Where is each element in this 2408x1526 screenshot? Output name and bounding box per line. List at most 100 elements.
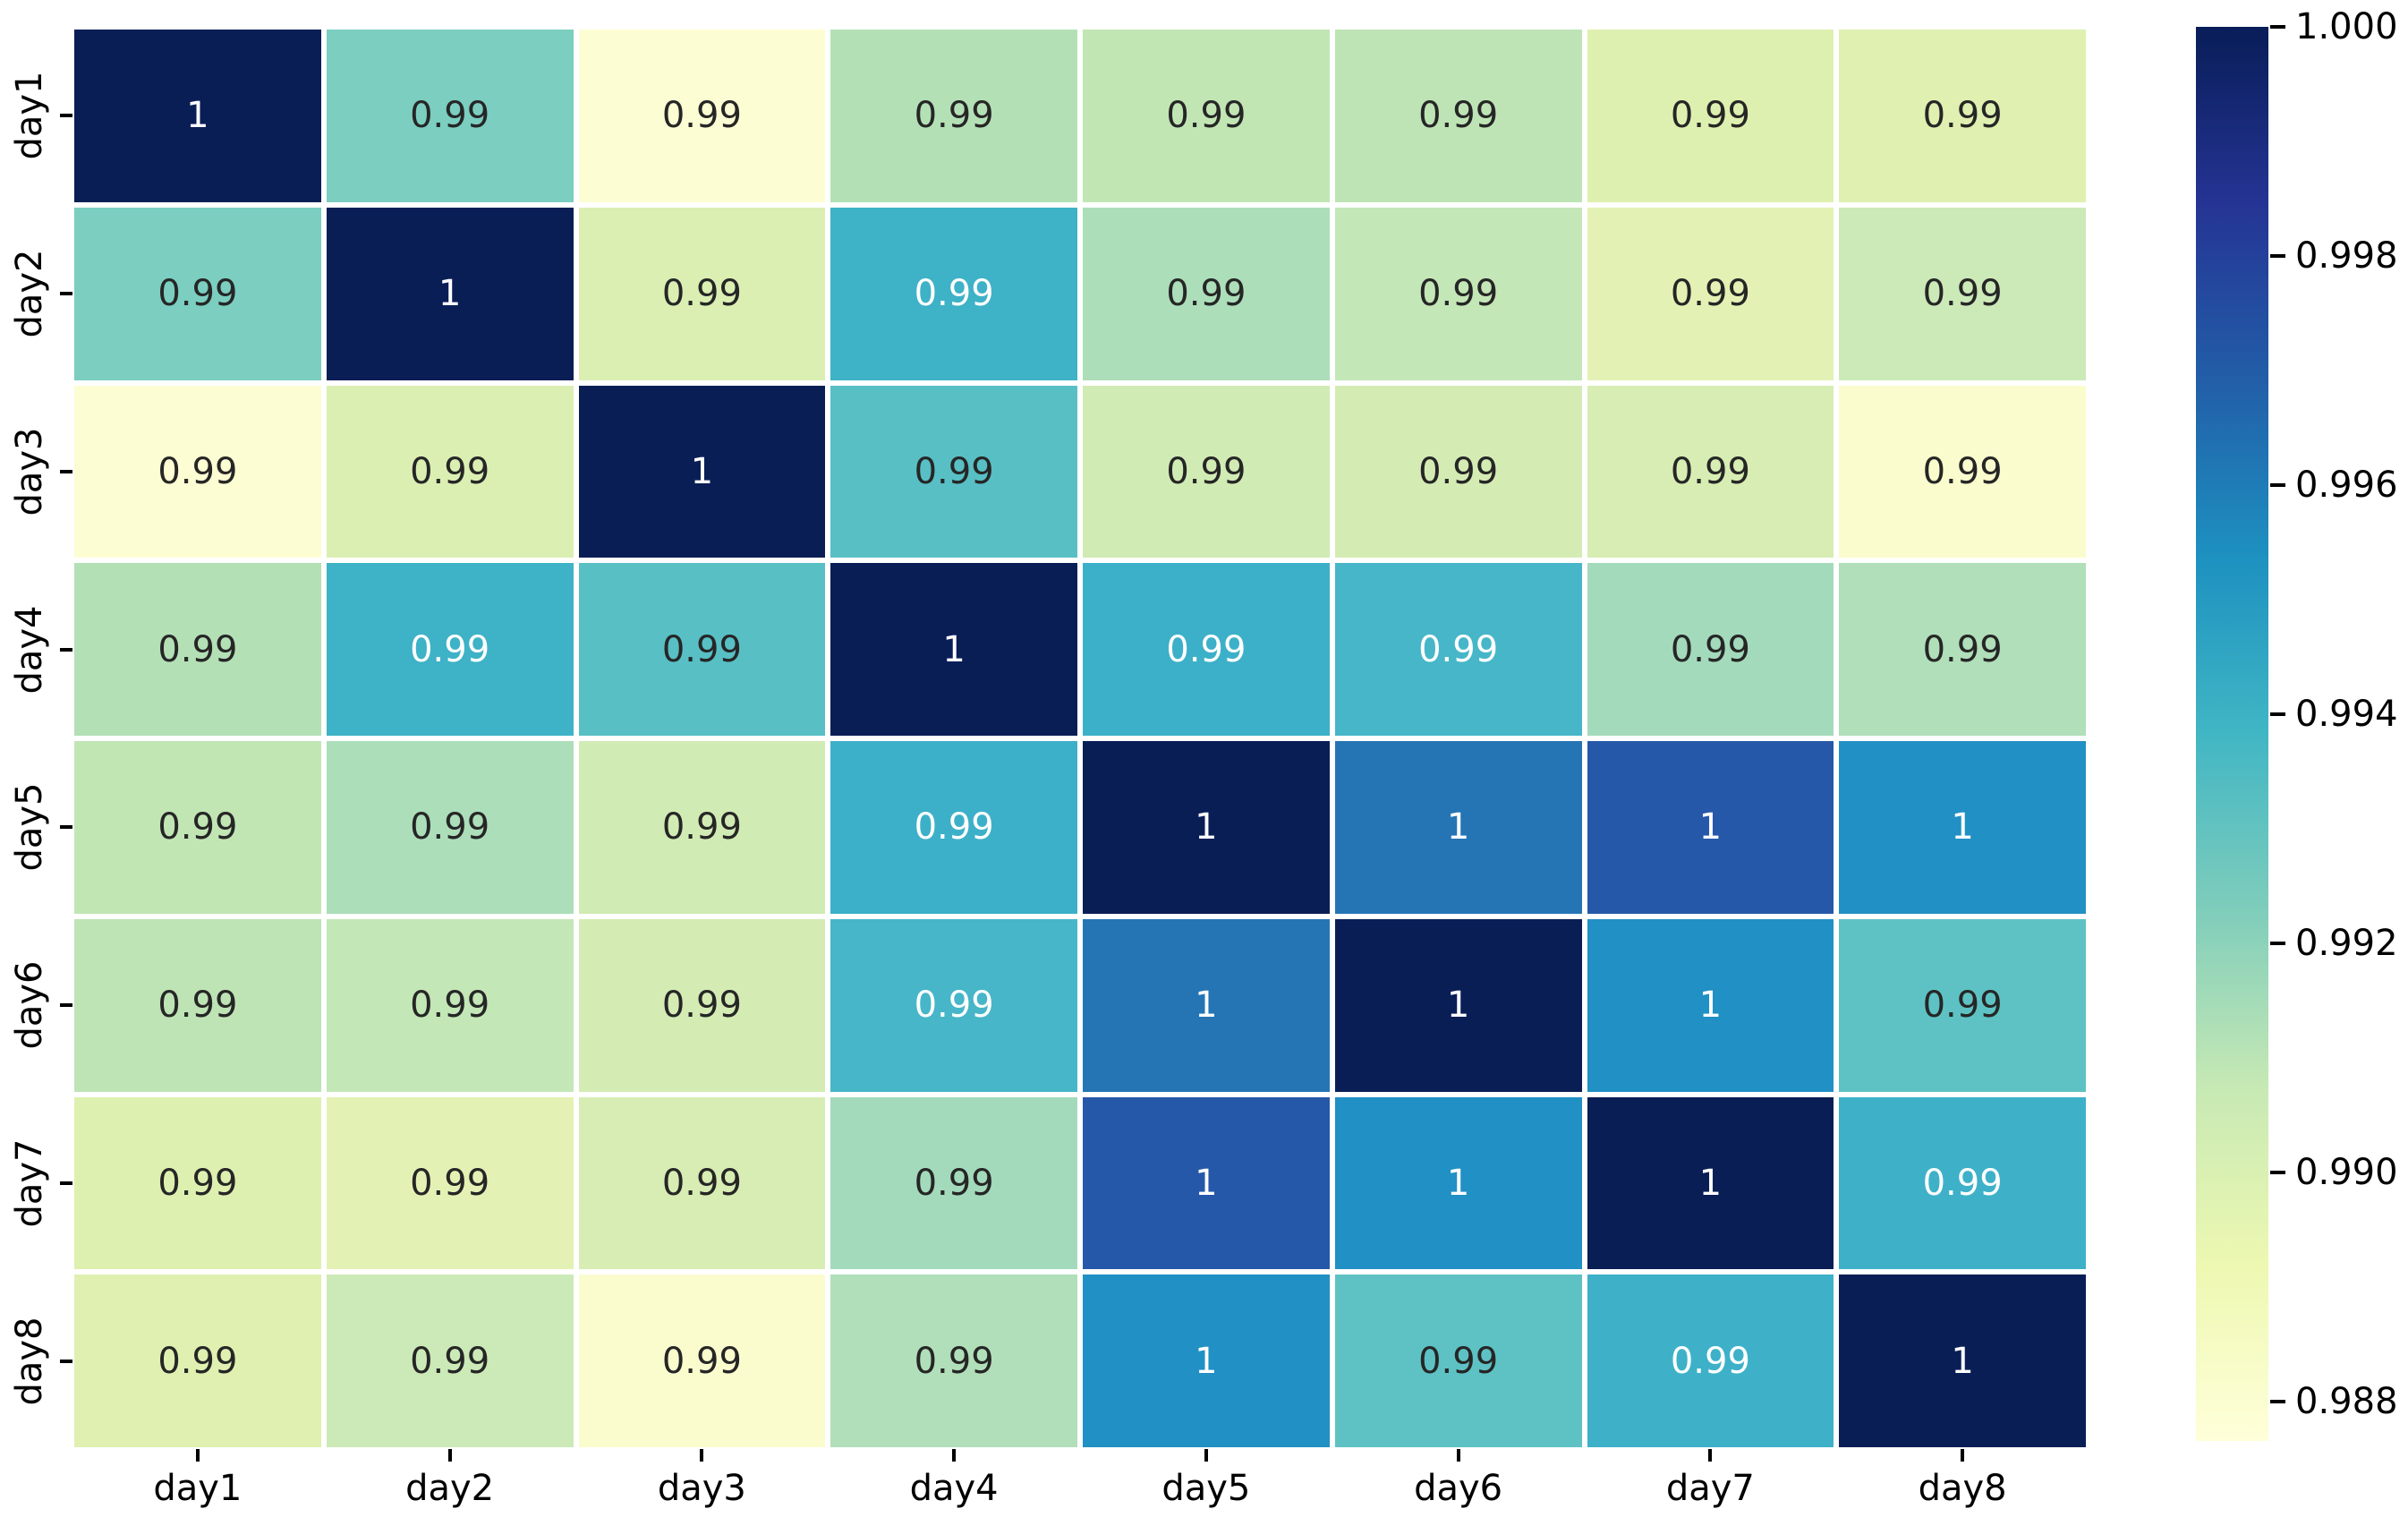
heatmap-cell: 0.99 (326, 1096, 574, 1270)
heatmap-cell: 0.99 (74, 563, 321, 736)
heatmap-cell: 0.99 (326, 385, 574, 558)
heatmap-cell: 1 (1334, 741, 1582, 914)
heatmap-cell: 0.99 (326, 741, 574, 914)
colorbar-tick-mark (2270, 942, 2285, 946)
x-tick-label: day2 (405, 1468, 495, 1509)
colorbar-gradient (2196, 27, 2268, 1441)
heatmap-cell: 0.99 (830, 30, 1077, 202)
x-tick-mark (447, 1449, 452, 1462)
x-tick-mark (1456, 1449, 1460, 1462)
colorbar-tick-mark (2270, 254, 2285, 259)
x-tick-label: day3 (657, 1468, 746, 1509)
y-tick-mark (60, 1359, 72, 1363)
heatmap-cell: 1 (830, 563, 1077, 736)
y-tick-label: day3 (9, 427, 50, 516)
y-tick-mark (60, 1181, 72, 1185)
heatmap-grid: 1 0.99 0.99 0.99 0.99 0.99 0.99 0.99 0.99 1 0.99 0.… (74, 30, 2086, 1447)
heatmap-cell: 1 (1083, 741, 1330, 914)
colorbar-tick-label: 0.996 (2295, 465, 2398, 507)
x-tick-mark (700, 1449, 704, 1462)
heatmap-cell: 0.99 (1587, 30, 1834, 202)
heatmap-cell: 0.99 (74, 385, 321, 558)
heatmap-cell: 0.99 (74, 207, 321, 380)
colorbar-tick-label: 0.992 (2295, 923, 2398, 965)
y-tick-label: day8 (9, 1317, 50, 1406)
heatmap-cell: 0.99 (578, 30, 826, 202)
heatmap-cell: 1 (1587, 741, 1834, 914)
heatmap-cell: 0.99 (1334, 207, 1582, 380)
heatmap-cell: 0.99 (1839, 918, 2086, 1092)
heatmap-cell: 0.99 (1083, 207, 1330, 380)
y-tick-mark (60, 114, 72, 118)
heatmap-cell: 0.99 (830, 1096, 1077, 1270)
heatmap-cell: 0.99 (1083, 563, 1330, 736)
heatmap-cell: 0.99 (74, 1275, 321, 1447)
y-tick-label: day6 (9, 960, 50, 1050)
x-tick-mark (952, 1449, 957, 1462)
colorbar-tick-mark (2270, 712, 2285, 717)
x-tick-label: day1 (153, 1468, 243, 1509)
heatmap-cell: 0.99 (326, 1275, 574, 1447)
heatmap-cell: 1 (1839, 741, 2086, 914)
heatmap-cell: 0.99 (326, 563, 574, 736)
heatmap-cell: 0.99 (578, 207, 826, 380)
heatmap-cell: 1 (1334, 1096, 1582, 1270)
heatmap-cell: 1 (578, 385, 826, 558)
colorbar-tick-label: 0.988 (2295, 1381, 2398, 1423)
heatmap-cell: 0.99 (1334, 563, 1582, 736)
colorbar-tick-label: 0.998 (2295, 235, 2398, 277)
x-tick-mark (1204, 1449, 1208, 1462)
heatmap-cell: 0.99 (74, 741, 321, 914)
x-tick-label: day6 (1414, 1468, 1503, 1509)
heatmap-cell: 1 (1083, 1096, 1330, 1270)
heatmap-cell: 0.99 (326, 918, 574, 1092)
colorbar-tick-mark (2270, 1400, 2285, 1404)
heatmap-cell: 0.99 (1083, 30, 1330, 202)
heatmap-cell: 0.99 (1334, 385, 1582, 558)
heatmap-cell: 1 (1587, 918, 1834, 1092)
colorbar-tick-label: 0.994 (2295, 694, 2398, 736)
heatmap-cell: 0.99 (1839, 1096, 2086, 1270)
x-tick-mark (1961, 1449, 1965, 1462)
heatmap-cell: 1 (1839, 1275, 2086, 1447)
heatmap-cell: 0.99 (578, 563, 826, 736)
heatmap-cell: 0.99 (1587, 563, 1834, 736)
y-tick-mark (60, 825, 72, 830)
y-tick-label: day2 (9, 249, 50, 338)
y-tick-mark (60, 469, 72, 473)
heatmap-cell: 0.99 (1334, 30, 1582, 202)
y-tick-label: day7 (9, 1138, 50, 1228)
x-tick-label: day4 (909, 1468, 999, 1509)
heatmap-cell: 1 (1083, 1275, 1330, 1447)
y-tick-mark (60, 1003, 72, 1008)
heatmap-cell: 1 (1587, 1096, 1834, 1270)
colorbar-tick-label: 1.000 (2295, 6, 2398, 47)
heatmap-cell: 1 (1334, 918, 1582, 1092)
x-tick-mark (1708, 1449, 1713, 1462)
heatmap-cell: 0.99 (1839, 563, 2086, 736)
y-tick-mark (60, 647, 72, 652)
colorbar-tick-mark (2270, 1171, 2285, 1175)
colorbar-tick-mark (2270, 25, 2285, 29)
heatmap-cell: 0.99 (830, 385, 1077, 558)
colorbar-tick-label: 0.990 (2295, 1152, 2398, 1194)
y-tick-label: day5 (9, 782, 50, 872)
y-tick-label: day4 (9, 605, 50, 695)
heatmap-cell: 0.99 (1083, 385, 1330, 558)
heatmap-cell: 0.99 (1587, 207, 1834, 380)
x-tick-label: day8 (1918, 1468, 2007, 1509)
y-tick-mark (60, 292, 72, 296)
heatmap-cell: 0.99 (578, 918, 826, 1092)
heatmap-cell: 0.99 (830, 741, 1077, 914)
x-tick-mark (195, 1449, 200, 1462)
heatmap-cell: 0.99 (1839, 30, 2086, 202)
x-tick-label: day5 (1161, 1468, 1251, 1509)
heatmap-cell: 0.99 (1839, 385, 2086, 558)
heatmap-cell: 0.99 (830, 918, 1077, 1092)
heatmap-cell: 0.99 (1587, 385, 1834, 558)
heatmap-cell: 0.99 (74, 1096, 321, 1270)
heatmap-cell: 0.99 (74, 918, 321, 1092)
y-tick-label: day1 (9, 71, 50, 160)
x-tick-label: day7 (1665, 1468, 1755, 1509)
